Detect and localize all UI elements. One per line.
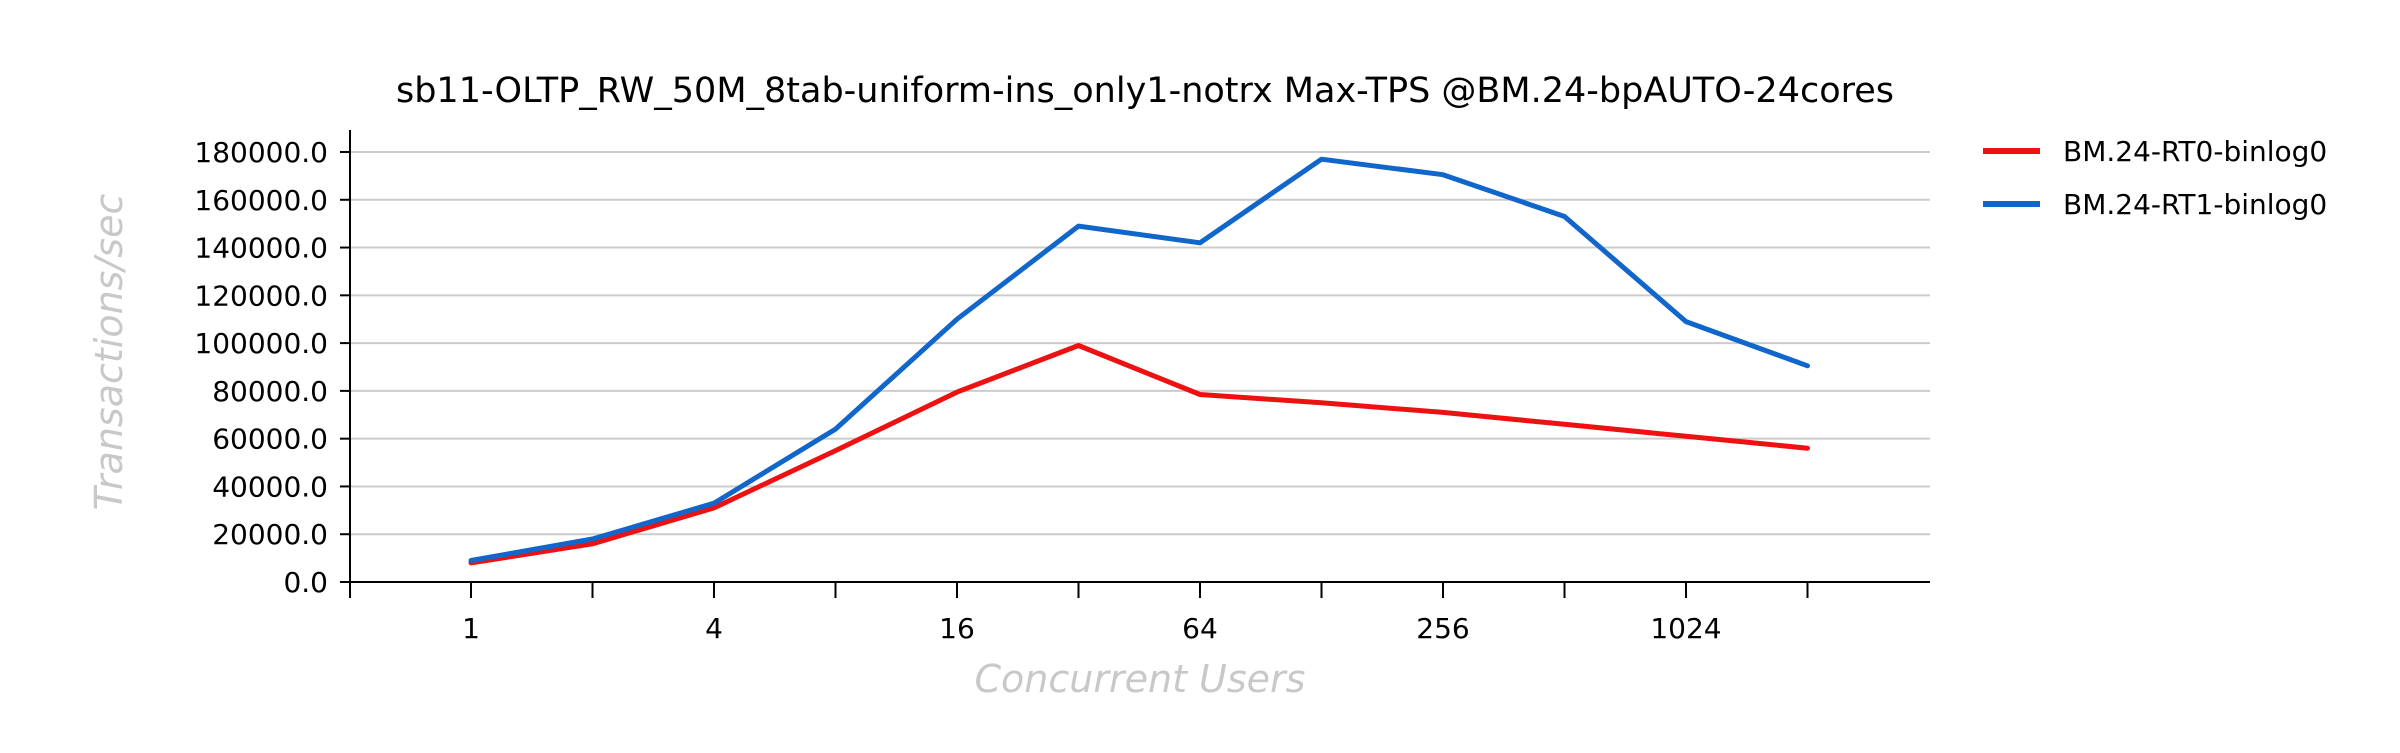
y-tick-label: 120000.0 [194,279,328,312]
series-line-2 [468,156,1810,563]
x-tick-label: 256 [1416,612,1469,645]
x-tick-label: 1 [462,612,480,645]
y-tick-label: 160000.0 [194,184,328,217]
legend: BM.24-RT0-binlog0 BM.24-RT1-binlog0 [1983,135,2327,221]
chart-title: sb11-OLTP_RW_50M_8tab-uniform-ins_only1-… [396,71,1894,111]
x-axis-label: Concurrent Users [975,657,1306,701]
series-lines [468,156,1810,566]
x-tick-label: 4 [705,612,723,645]
y-tick-label: 80000.0 [212,375,328,408]
x-tick-label: 16 [939,612,975,645]
gridlines [350,151,1930,536]
legend-label-1: BM.24-RT0-binlog0 [2063,135,2327,168]
x-tick-label: 1024 [1650,612,1721,645]
y-tick-labels: 0.0 20000.0 40000.0 60000.0 80000.0 100000.0 1… [194,136,350,599]
y-tick-label: 0.0 [283,566,328,599]
axes [349,130,1930,583]
y-tick-label: 20000.0 [212,518,328,551]
y-tick-label: 140000.0 [194,232,328,265]
x-tick-labels: 1 4 16 64 256 1024 [349,582,1809,645]
legend-label-2: BM.24-RT1-binlog0 [2063,188,2327,221]
y-tick-label: 60000.0 [212,423,328,456]
y-tick-label: 40000.0 [212,470,328,503]
y-tick-label: 180000.0 [194,136,328,169]
y-tick-label: 100000.0 [194,327,328,360]
series-line-1 [468,343,1810,566]
x-tick-label: 64 [1182,612,1218,645]
y-axis-label: Transactions/sec [87,194,131,511]
